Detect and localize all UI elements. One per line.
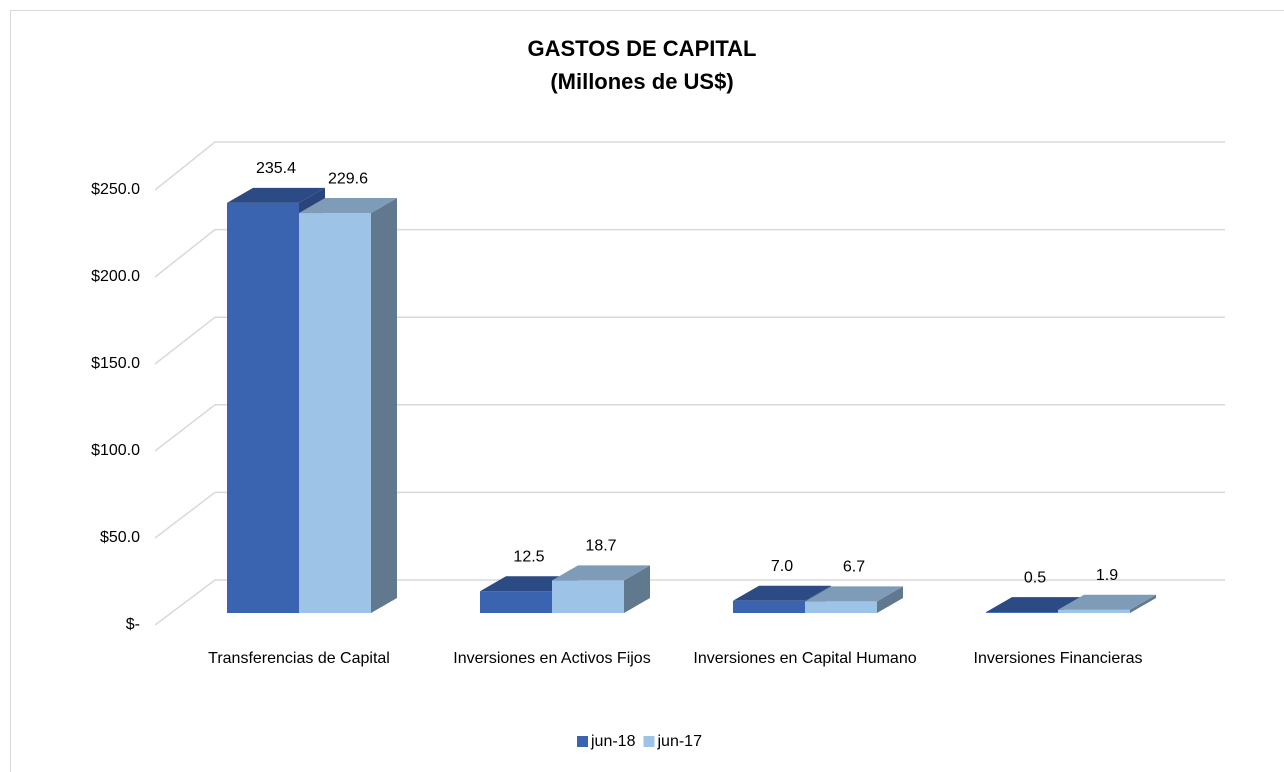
bar-top (805, 586, 903, 602)
data-label: 235.4 (256, 160, 296, 177)
bar (227, 202, 299, 613)
grid-line (154, 404, 1225, 452)
bar-side (371, 198, 397, 613)
y-tick-label: $100.0 (91, 442, 140, 459)
legend-swatch (643, 736, 655, 747)
chart-border (10, 10, 1284, 772)
legend-label: jun-17 (656, 733, 702, 750)
y-tick-label: $200.0 (91, 268, 140, 285)
grid-line (154, 228, 1225, 278)
y-tick-label: $- (126, 616, 140, 633)
bar-top (299, 198, 397, 214)
x-tick-label: Inversiones Financieras (973, 650, 1143, 667)
x-tick-label: Inversiones en Capital Humano (693, 650, 917, 667)
x-tick-label: Transferencias de Capital (208, 650, 390, 667)
bar-top (986, 597, 1084, 613)
chart-subtitle: (Millones de US$) (550, 69, 733, 94)
grid-line (154, 491, 1225, 539)
data-label: 18.7 (585, 538, 616, 555)
legend-swatch (577, 736, 588, 747)
data-label: 1.9 (1096, 567, 1118, 584)
x-tick-label: Inversiones en Activos Fijos (453, 650, 651, 667)
data-label: 229.6 (328, 170, 368, 187)
bar-top (1058, 594, 1156, 610)
bar (733, 600, 805, 613)
bar (1058, 609, 1130, 613)
y-tick-label: $150.0 (91, 355, 140, 372)
chart-title: GASTOS DE CAPITAL (528, 36, 757, 61)
grid-line (154, 141, 1225, 191)
bar (805, 601, 877, 613)
bar (552, 580, 624, 613)
bar-top (733, 585, 831, 601)
y-tick-label: $50.0 (100, 529, 140, 546)
bar (299, 213, 371, 613)
bar-top (552, 565, 650, 581)
bar-top (227, 187, 325, 203)
data-label: 7.0 (771, 558, 793, 575)
bar-side (877, 586, 903, 613)
grid-line (154, 579, 1225, 626)
bar (986, 612, 1058, 613)
bar (480, 591, 552, 613)
data-label: 6.7 (843, 559, 865, 576)
bar-side (1130, 594, 1156, 613)
data-label: 0.5 (1024, 569, 1046, 586)
grid-line (154, 316, 1225, 365)
bar-side (624, 565, 650, 613)
y-tick-label: $250.0 (91, 181, 140, 198)
data-label: 12.5 (513, 548, 544, 565)
legend-label: jun-18 (590, 733, 636, 750)
